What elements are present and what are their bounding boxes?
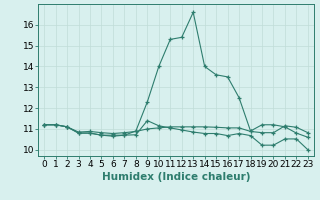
X-axis label: Humidex (Indice chaleur): Humidex (Indice chaleur) xyxy=(102,172,250,182)
